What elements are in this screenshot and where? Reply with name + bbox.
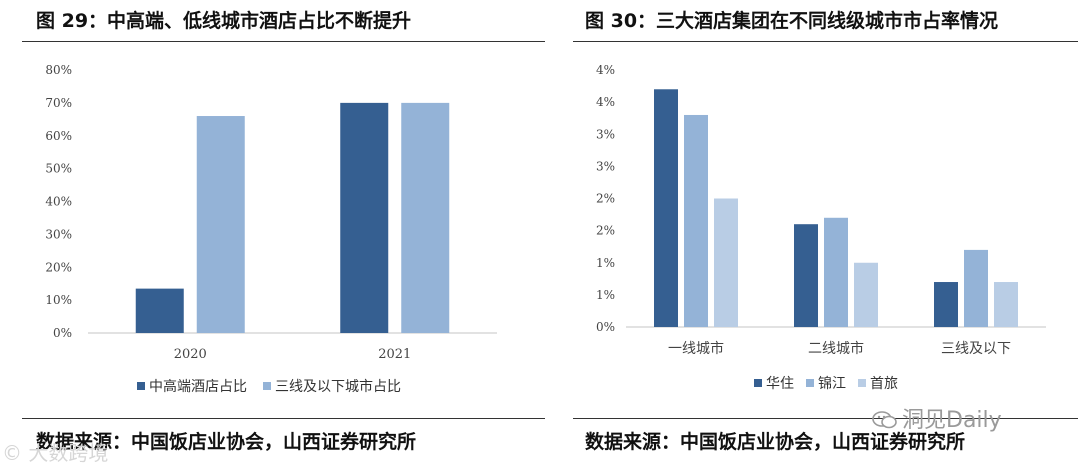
bar: [854, 262, 878, 327]
legend-label: 三线及以下城市占比: [275, 378, 401, 395]
y-tick-label: 1%: [596, 256, 615, 270]
y-tick-label: 60%: [45, 129, 72, 143]
legend-swatch: [754, 379, 762, 387]
y-tick-label: 80%: [45, 63, 72, 77]
y-tick-label: 2%: [596, 192, 615, 206]
legend: 华住 锦江 首旅: [754, 375, 898, 392]
watermark-right: 洞见Daily: [872, 402, 1002, 434]
y-tick-label: 4%: [596, 63, 615, 77]
legend-swatch: [858, 379, 866, 387]
y-tick-label: 50%: [45, 162, 72, 176]
y-tick-label: 30%: [45, 227, 72, 241]
x-category-label: 三线及以下: [941, 341, 1011, 357]
right-top-rule: [573, 41, 1078, 42]
wechat-icon: [872, 411, 897, 429]
bar: [824, 217, 848, 327]
x-category-label: 2021: [378, 347, 411, 362]
bar: [401, 102, 450, 333]
left-source-note: 数据来源：中国饭店业协会，山西证券研究所: [36, 431, 417, 453]
watermark-right-text: 洞见Daily: [902, 408, 1002, 433]
y-tick-label: 4%: [596, 95, 615, 109]
bar: [714, 198, 738, 327]
x-category-label: 一线城市: [668, 340, 724, 357]
left-chart-title: 图 29：中高端、低线城市酒店占比不断提升: [36, 10, 412, 32]
legend-swatch: [137, 382, 145, 390]
y-tick-label: 1%: [596, 288, 615, 302]
y-tick-label: 0%: [53, 326, 72, 340]
y-tick-label: 0%: [596, 320, 615, 334]
x-category-label: 2020: [174, 347, 207, 362]
y-tick-label: 20%: [45, 260, 72, 274]
right-bottom-rule: [573, 418, 1078, 419]
y-tick-label: 3%: [596, 127, 615, 141]
bar: [684, 114, 708, 327]
bar: [340, 102, 389, 333]
right-source-note: 数据来源：中国饭店业协会，山西证券研究所: [585, 431, 966, 453]
bar: [196, 116, 245, 334]
legend-swatch: [263, 382, 271, 390]
x-category-label: 二线城市: [808, 340, 864, 357]
watermark-left: © 大数跨境: [2, 441, 109, 465]
y-tick-label: 70%: [45, 96, 72, 110]
bar: [135, 288, 184, 333]
y-tick-label: 10%: [45, 293, 72, 307]
left-top-rule: [22, 41, 545, 42]
bar: [794, 224, 818, 327]
left-chart: 0% 10% 20% 30% 40% 50% 60% 70% 80% 2020 2021 中高端酒店占…: [45, 63, 497, 395]
bar: [934, 282, 958, 327]
y-tick-label: 40%: [45, 195, 72, 209]
legend: 中高端酒店占比 三线及以下城市占比: [137, 378, 401, 395]
y-tick-label: 2%: [596, 224, 615, 238]
bar: [994, 282, 1018, 327]
legend-label: 中高端酒店占比: [149, 378, 247, 395]
y-tick-label: 3%: [596, 159, 615, 173]
bar: [654, 89, 678, 328]
legend-label: 华住: [766, 376, 794, 392]
bar: [964, 249, 988, 327]
legend-label: 锦江: [818, 375, 846, 392]
left-bottom-rule: [22, 418, 545, 419]
right-chart-title: 图 30：三大酒店集团在不同线级城市市占率情况: [585, 10, 999, 32]
legend-swatch: [806, 379, 814, 387]
legend-label: 首旅: [870, 376, 898, 392]
